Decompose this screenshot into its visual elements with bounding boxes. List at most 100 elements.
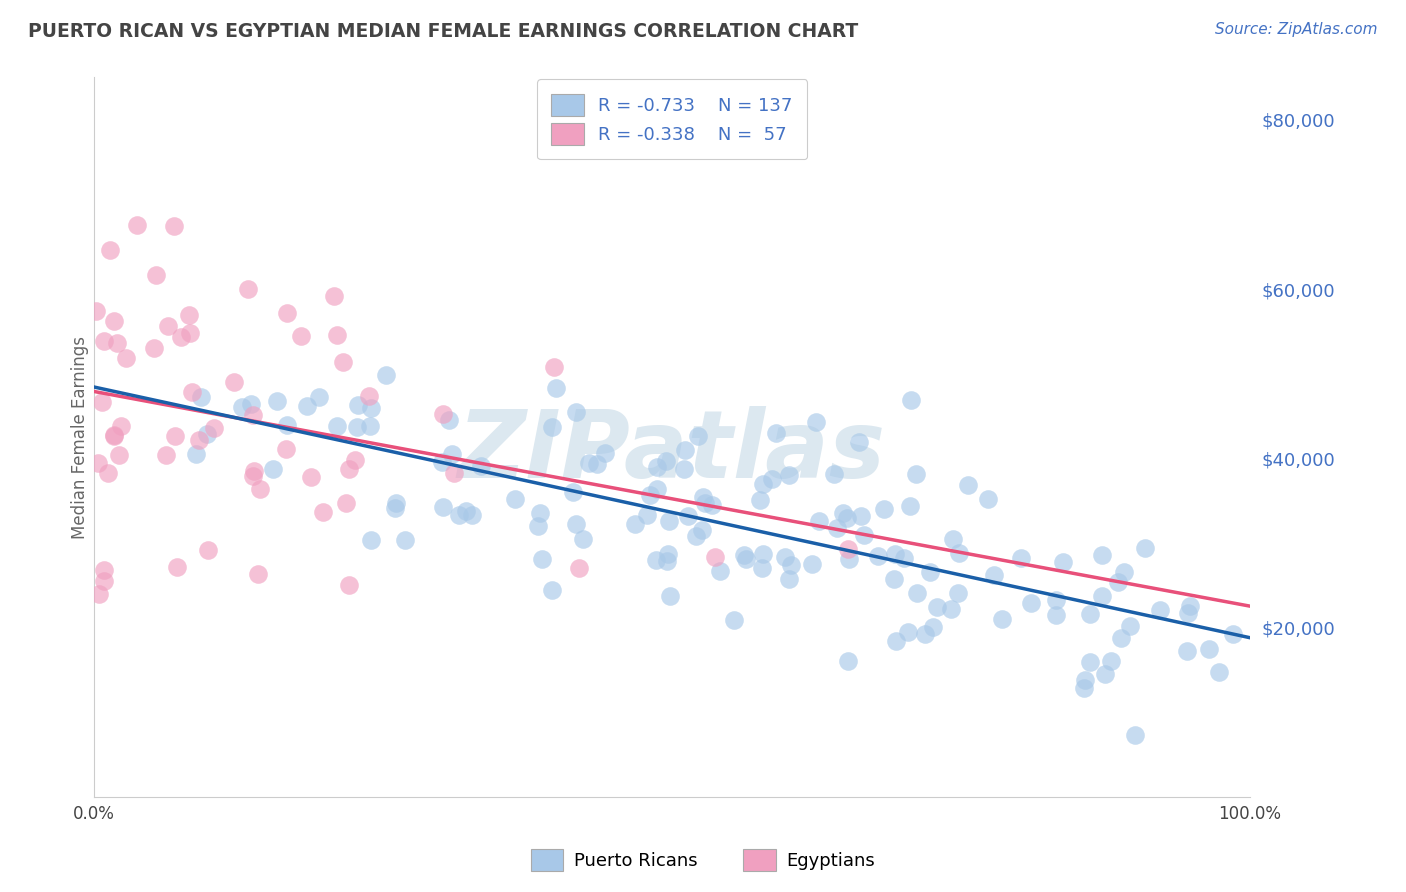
Point xyxy=(326,327,349,342)
Point xyxy=(956,478,979,492)
Point xyxy=(142,341,165,355)
Point xyxy=(838,552,860,566)
Point xyxy=(761,472,783,486)
Point xyxy=(831,506,853,520)
Point xyxy=(359,419,381,434)
Point xyxy=(394,533,416,547)
Point xyxy=(1198,642,1220,657)
Point xyxy=(432,407,454,421)
Point xyxy=(295,399,318,413)
Point xyxy=(470,458,492,473)
Point xyxy=(166,560,188,574)
Point xyxy=(222,375,245,389)
Point xyxy=(1074,673,1097,687)
Point xyxy=(1021,597,1043,611)
Point xyxy=(723,613,745,627)
Point xyxy=(1222,627,1244,641)
Point xyxy=(231,400,253,414)
Point xyxy=(806,416,828,430)
Point xyxy=(246,566,269,581)
Point xyxy=(749,493,772,508)
Point xyxy=(290,328,312,343)
Point xyxy=(837,654,859,668)
Point xyxy=(1107,574,1129,589)
Point xyxy=(276,306,298,320)
Point xyxy=(586,457,609,471)
Point xyxy=(709,564,731,578)
Point xyxy=(905,585,928,599)
Point xyxy=(897,624,920,639)
Point xyxy=(568,561,591,575)
Point xyxy=(948,546,970,560)
Point xyxy=(242,468,264,483)
Point xyxy=(1045,593,1067,607)
Point xyxy=(440,447,463,461)
Point xyxy=(1123,728,1146,742)
Point xyxy=(346,420,368,434)
Point xyxy=(808,514,831,528)
Point xyxy=(1109,631,1132,645)
Point xyxy=(243,464,266,478)
Point xyxy=(837,542,859,557)
Point xyxy=(645,459,668,474)
Point xyxy=(163,219,186,234)
Point xyxy=(695,496,717,510)
Point xyxy=(835,511,858,525)
Point xyxy=(107,449,129,463)
Point xyxy=(299,470,322,484)
Point xyxy=(1177,644,1199,658)
Text: ZIPatlas: ZIPatlas xyxy=(458,406,886,498)
Point xyxy=(1208,665,1230,679)
Point xyxy=(103,428,125,442)
Point xyxy=(1149,602,1171,616)
Point xyxy=(343,453,366,467)
Point xyxy=(578,456,600,470)
Point xyxy=(505,491,527,506)
Point xyxy=(751,561,773,575)
Point xyxy=(249,482,271,496)
Point xyxy=(323,289,346,303)
Point xyxy=(145,268,167,283)
Point xyxy=(849,508,872,523)
Point xyxy=(565,517,588,532)
Point xyxy=(179,326,201,340)
Point xyxy=(991,612,1014,626)
Point xyxy=(541,419,564,434)
Point xyxy=(110,419,132,434)
Point xyxy=(103,429,125,443)
Point xyxy=(385,496,408,510)
Point xyxy=(177,308,200,322)
Point xyxy=(360,401,382,415)
Point xyxy=(527,519,550,533)
Point xyxy=(240,397,263,411)
Point xyxy=(942,532,965,546)
Point xyxy=(238,282,260,296)
Point xyxy=(202,421,225,435)
Point xyxy=(347,398,370,412)
Legend: Puerto Ricans, Egyptians: Puerto Ricans, Egyptians xyxy=(523,842,883,879)
Point xyxy=(326,418,349,433)
Text: Source: ZipAtlas.com: Source: ZipAtlas.com xyxy=(1215,22,1378,37)
Point xyxy=(1099,653,1122,667)
Point xyxy=(1118,619,1140,633)
Point xyxy=(946,586,969,600)
Point xyxy=(778,572,800,586)
Point xyxy=(115,351,138,365)
Point xyxy=(914,627,936,641)
Point xyxy=(700,498,723,512)
Point xyxy=(544,381,567,395)
Point xyxy=(773,550,796,565)
Point xyxy=(655,554,678,568)
Point xyxy=(1091,590,1114,604)
Point xyxy=(905,467,928,481)
Point xyxy=(170,330,193,344)
Point xyxy=(920,565,942,579)
Point xyxy=(883,547,905,561)
Point xyxy=(866,549,889,563)
Point xyxy=(308,390,330,404)
Point xyxy=(432,500,454,515)
Point xyxy=(97,466,120,480)
Point xyxy=(103,314,125,328)
Point xyxy=(242,408,264,422)
Point xyxy=(827,521,849,535)
